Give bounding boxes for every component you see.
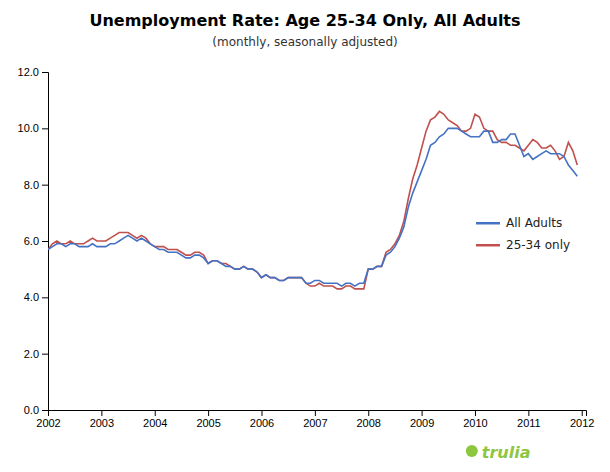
title: Unemployment Rate: Age 25-34 Only, All A… <box>89 11 520 30</box>
x-axis-tick: 2010 <box>463 410 487 429</box>
y-axis-tick-label: 0.0 <box>24 404 39 416</box>
legend-item: All Adults <box>476 216 562 230</box>
logo: trulia <box>466 443 531 462</box>
subtitle: (monthly, seasonally adjusted) <box>212 35 397 49</box>
x-axis-tick: 2006 <box>250 410 274 429</box>
logo-dot <box>466 445 478 457</box>
y-axis-tick-label: 2.0 <box>24 348 39 360</box>
series-line <box>48 111 577 288</box>
x-axis-tick-mark <box>315 410 316 416</box>
y-axis-tick: 6.0 <box>24 235 48 247</box>
x-axis-tick-label: 2007 <box>303 417 327 429</box>
x-axis-tick-mark <box>582 410 583 416</box>
x-axis-tick-label: 2005 <box>196 417 220 429</box>
x-axis-tick-label: 2012 <box>570 417 594 429</box>
x-axis-tick-label: 2002 <box>36 417 60 429</box>
x-axis-tick: 2012 <box>570 410 594 429</box>
x-axis-line <box>49 411 587 417</box>
legend-swatch <box>476 244 500 247</box>
y-axis-tick-label: 8.0 <box>24 179 39 191</box>
x-axis-tick-mark <box>155 410 156 416</box>
lines <box>48 111 577 288</box>
legend-label: 25-34 only <box>506 238 570 252</box>
y-axis-tick: 8.0 <box>24 179 48 191</box>
y-axis-tick-mark <box>42 410 48 411</box>
chart: Unemployment Rate: Age 25-34 Only, All A… <box>0 0 610 472</box>
x-axis: 2002 2003 2004 2005 2006 2007 2008 2009 2010 2011… <box>36 410 594 429</box>
legend-item: 25-34 only <box>476 238 570 252</box>
x-axis-tick-mark <box>422 410 423 416</box>
x-axis-tick: 2009 <box>410 410 434 429</box>
plot: 2002 2003 2004 2005 2006 2007 2008 2009 2010 2011… <box>18 66 595 429</box>
y-axis-line <box>42 73 49 411</box>
y-axis-tick-label: 10.0 <box>18 122 39 134</box>
legend-swatch <box>476 222 500 225</box>
y-axis-tick-label: 6.0 <box>24 235 39 247</box>
x-axis-tick: 2008 <box>356 410 380 429</box>
x-axis-tick-mark <box>208 410 209 416</box>
x-axis-tick-mark <box>528 410 529 416</box>
y-axis-tick-mark <box>42 354 48 355</box>
x-axis-tick-label: 2009 <box>410 417 434 429</box>
x-axis-tick-label: 2004 <box>143 417 167 429</box>
x-axis-tick-label: 2008 <box>356 417 380 429</box>
legend: All Adults 25-34 only <box>476 216 570 252</box>
x-axis-tick-mark <box>261 410 262 416</box>
x-axis-tick-label: 2006 <box>250 417 274 429</box>
annotation: trulia <box>482 443 531 462</box>
legend-label: All Adults <box>506 216 562 230</box>
series-line <box>48 128 577 286</box>
y-axis-tick-mark <box>42 297 48 298</box>
x-axis-tick-mark <box>475 410 476 416</box>
x-axis-tick: 2004 <box>143 410 167 429</box>
y-axis-tick: 12.0 <box>18 66 48 78</box>
y-axis-tick: 4.0 <box>24 291 48 303</box>
y-axis-tick: 10.0 <box>18 122 48 134</box>
y-axis-tick-label: 4.0 <box>24 291 39 303</box>
y-axis-tick-mark <box>42 185 48 186</box>
x-axis-tick-label: 2010 <box>463 417 487 429</box>
y-axis-tick: 2.0 <box>24 348 48 360</box>
x-axis-tick: 2002 <box>36 410 60 429</box>
y-axis-tick-mark <box>42 72 48 73</box>
y-axis-tick-label: 12.0 <box>18 66 39 78</box>
x-axis-tick-label: 2011 <box>517 417 541 429</box>
x-axis-tick-mark <box>101 410 102 416</box>
x-axis-tick-label: 2003 <box>90 417 114 429</box>
x-axis-tick: 2007 <box>303 410 327 429</box>
y-axis: 0.0 2.0 4.0 6.0 8.0 10.0 12.0 <box>18 66 49 416</box>
x-axis-tick: 2005 <box>196 410 220 429</box>
y-axis-tick-mark <box>42 128 48 129</box>
y-axis-tick: 0.0 <box>24 404 48 416</box>
x-axis-tick: 2003 <box>90 410 114 429</box>
y-axis-tick-mark <box>42 241 48 242</box>
x-axis-tick-mark <box>368 410 369 416</box>
x-axis-tick: 2011 <box>517 410 541 429</box>
